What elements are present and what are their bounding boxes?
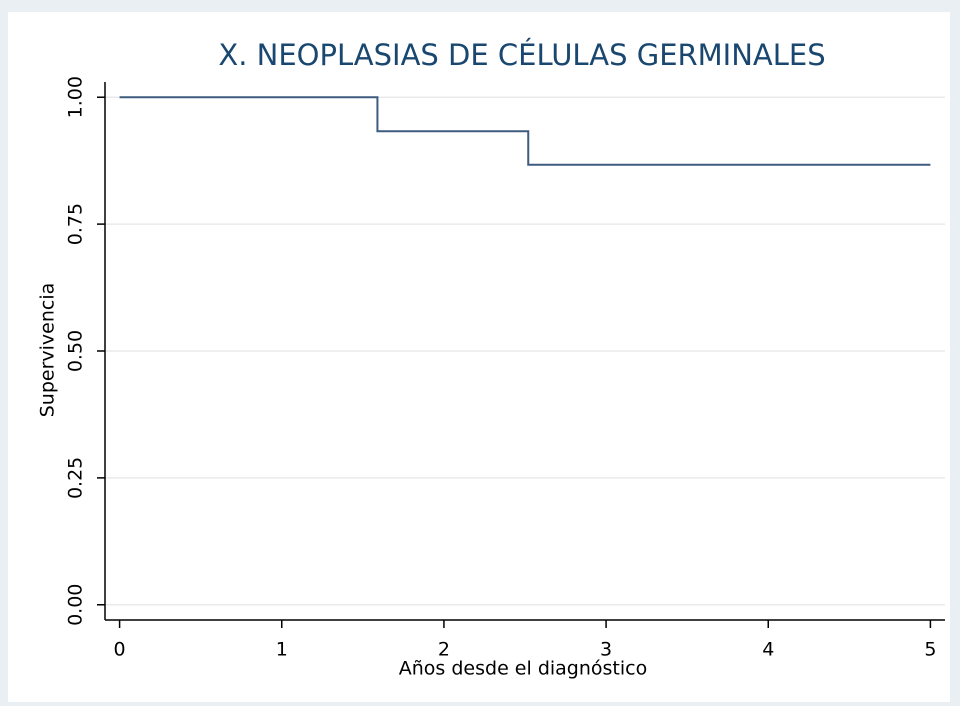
x-axis-title: Años desde el diagnóstico — [399, 658, 647, 680]
y-tick-label: 0.50 — [65, 330, 87, 372]
x-tick-label: 2 — [438, 639, 450, 661]
x-tick-label: 0 — [114, 639, 126, 661]
x-tick-label: 4 — [762, 639, 774, 661]
graph-region — [8, 12, 950, 702]
y-tick-label: 1.00 — [65, 76, 87, 118]
y-axis-title: Supervivencia — [37, 283, 59, 418]
y-tick-label: 0.75 — [65, 203, 87, 245]
x-tick-label: 1 — [276, 639, 288, 661]
y-tick-label: 0.25 — [65, 457, 87, 499]
chart-title: X. NEOPLASIAS DE CÉLULAS GERMINALES — [218, 38, 825, 72]
x-tick-label: 5 — [924, 639, 936, 661]
y-tick-label: 0.00 — [65, 584, 87, 626]
x-tick-label: 3 — [600, 639, 612, 661]
survival-line — [119, 96, 931, 166]
